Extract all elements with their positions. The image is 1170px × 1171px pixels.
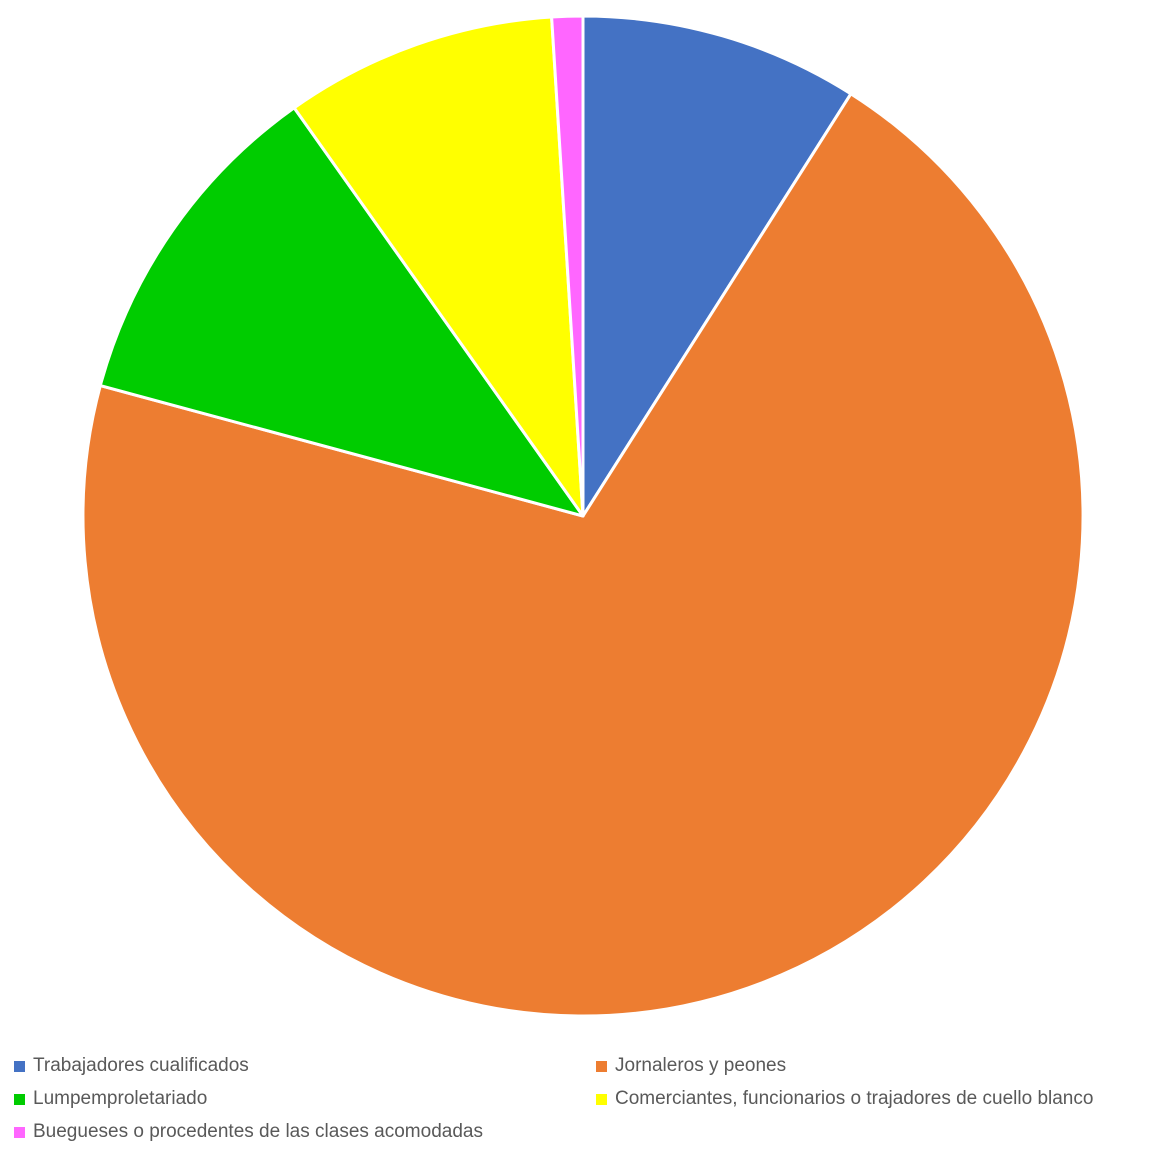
legend-item-trabajadores-cualificados: Trabajadores cualificados xyxy=(14,1052,249,1080)
legend-label: Buegueses o procedentes de las clases ac… xyxy=(33,1121,483,1142)
pie-slice-1 xyxy=(81,92,1085,1018)
pie-slice-4 xyxy=(550,14,585,518)
pie-plot-area xyxy=(81,14,1085,1018)
legend-item-burgueses: Buegueses o procedentes de las clases ac… xyxy=(14,1118,483,1146)
legend-swatch xyxy=(14,1126,25,1138)
legend-swatch xyxy=(14,1093,25,1105)
legend-item-lumpemproletariado: Lumpemproletariado xyxy=(14,1085,207,1113)
pie-slice-3 xyxy=(292,15,585,518)
legend-swatch xyxy=(596,1093,607,1105)
legend-item-comerciantes: Comerciantes, funcionarios o trajadores … xyxy=(596,1085,1093,1113)
pie-slice-0 xyxy=(581,14,853,518)
legend-swatch xyxy=(14,1060,25,1072)
legend-label: Trabajadores cualificados xyxy=(33,1055,249,1076)
legend-swatch xyxy=(596,1060,607,1072)
legend-label: Jornaleros y peones xyxy=(615,1055,787,1076)
pie-slice-2 xyxy=(98,106,585,518)
legend: Trabajadores cualificados Jornaleros y p… xyxy=(0,1052,1170,1171)
legend-item-jornaleros-y-peones: Jornaleros y peones xyxy=(596,1052,786,1080)
legend-label: Lumpemproletariado xyxy=(33,1088,208,1109)
legend-label: Comerciantes, funcionarios o trajadores … xyxy=(615,1088,1094,1109)
